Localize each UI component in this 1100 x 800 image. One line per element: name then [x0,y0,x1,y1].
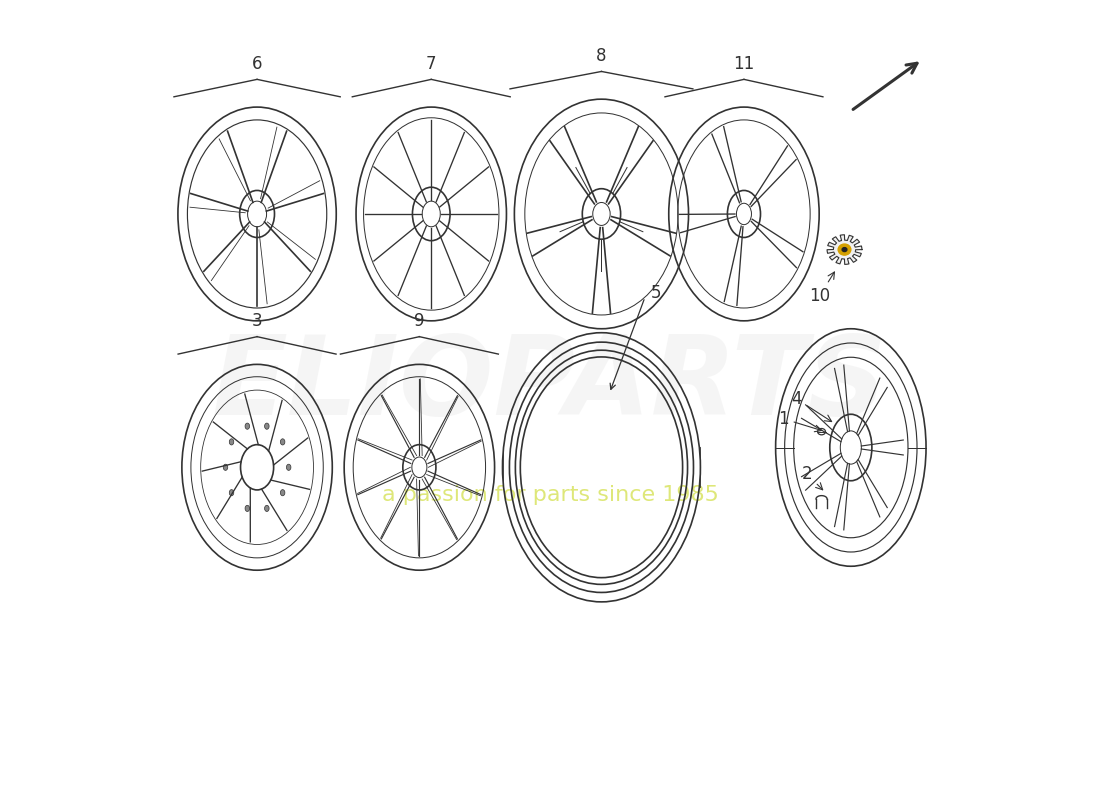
Text: 11: 11 [734,55,755,73]
Ellipse shape [286,464,290,470]
Ellipse shape [280,490,285,496]
Text: a passion for parts since 1985: a passion for parts since 1985 [382,485,718,505]
Ellipse shape [265,506,269,511]
Ellipse shape [223,464,228,470]
Polygon shape [827,234,862,264]
Ellipse shape [280,438,285,445]
Ellipse shape [245,506,250,511]
Text: 5: 5 [650,284,661,302]
Ellipse shape [229,438,234,445]
Text: 6: 6 [252,55,262,73]
Ellipse shape [229,490,234,496]
Text: 2: 2 [802,465,823,490]
Ellipse shape [265,423,269,430]
Text: 3: 3 [252,312,263,330]
Text: 8: 8 [596,47,607,65]
Text: 10: 10 [808,272,835,305]
Text: 1: 1 [778,410,822,432]
Ellipse shape [843,248,847,251]
Text: 4: 4 [792,390,832,422]
Ellipse shape [838,244,850,255]
Ellipse shape [245,423,250,430]
Text: 9: 9 [414,312,425,330]
Text: ELIOPARTS: ELIOPARTS [212,330,888,438]
Text: 7: 7 [426,55,437,73]
